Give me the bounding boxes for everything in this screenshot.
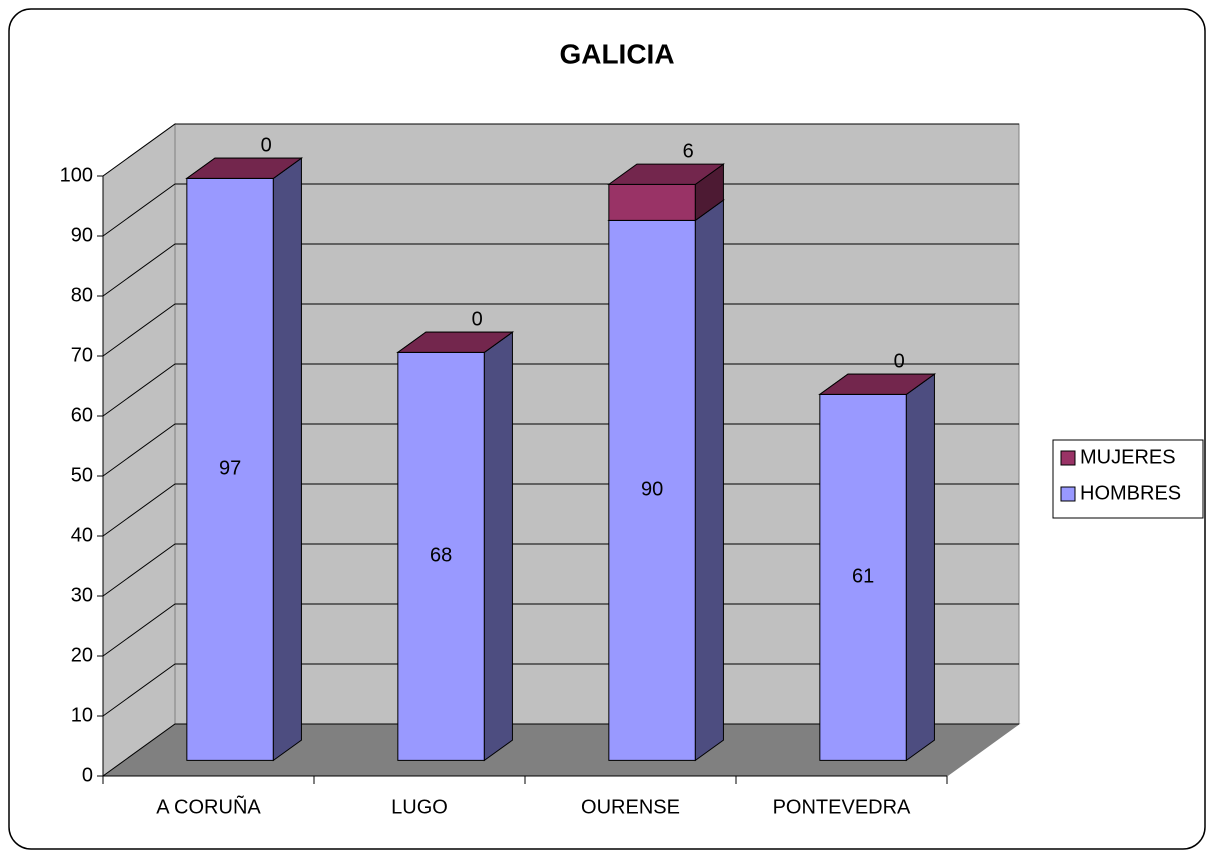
x-tick-label: A CORUÑA [156,794,261,818]
x-tick-label: OURENSE [581,796,680,818]
bar-top [818,373,936,395]
grid-line [102,123,1019,177]
y-tick-label: 10 [71,704,93,726]
bar-segment [818,373,936,762]
grid-line [102,423,1019,477]
bar-side [483,331,513,762]
bar-segment [185,157,303,179]
y-tick-label: 50 [71,464,93,486]
y-tick-label: 80 [71,284,93,306]
y-tick-label: 30 [71,584,93,606]
value-label: 0 [894,350,905,372]
value-label: 6 [683,140,694,162]
legend-box [1052,439,1204,519]
bar-side [694,199,724,762]
legend-swatch [1060,450,1076,466]
grid-line [102,183,1019,237]
bar-front [608,183,696,221]
value-label: 61 [852,566,874,588]
grid-line [102,543,1019,597]
bar-side [905,373,935,762]
bar-segment [818,373,936,395]
chart-title: GALICIA [559,38,674,69]
value-label: 0 [261,134,272,156]
grid-line [102,243,1019,297]
value-label: 0 [472,308,483,330]
grid-line [102,723,1019,777]
y-tick-label: 70 [71,344,93,366]
legend: MUJERES HOMBRES [1052,439,1204,519]
x-tick-label: LUGO [391,796,448,818]
bar-segment [396,331,514,353]
bar-side [272,157,302,762]
y-tick-label: 40 [71,524,93,546]
value-label: 97 [219,458,241,480]
y-tick-label: 100 [60,164,93,186]
grid-line [102,663,1019,717]
value-label: 90 [641,479,663,501]
y-tick-label: 0 [82,764,93,786]
grid-line [102,303,1019,357]
y-tick-label: 60 [71,404,93,426]
bar-top [607,163,725,185]
x-tick-label: PONTEVEDRA [773,796,911,818]
y-tick-label: 20 [71,644,93,666]
grid-line [102,483,1019,537]
value-label: 68 [430,545,452,567]
bar-segment [607,163,725,222]
bar-segment [185,157,303,762]
legend-label: HOMBRES [1080,482,1181,504]
bar-segment [607,199,725,762]
bar-top [396,331,514,353]
bar-segment [396,331,514,762]
bar-top [185,157,303,179]
y-tick-label: 90 [71,224,93,246]
grid-line [102,603,1019,657]
legend-label: MUJERES [1080,446,1176,468]
legend-swatch [1060,486,1076,502]
grid-line [102,363,1019,417]
